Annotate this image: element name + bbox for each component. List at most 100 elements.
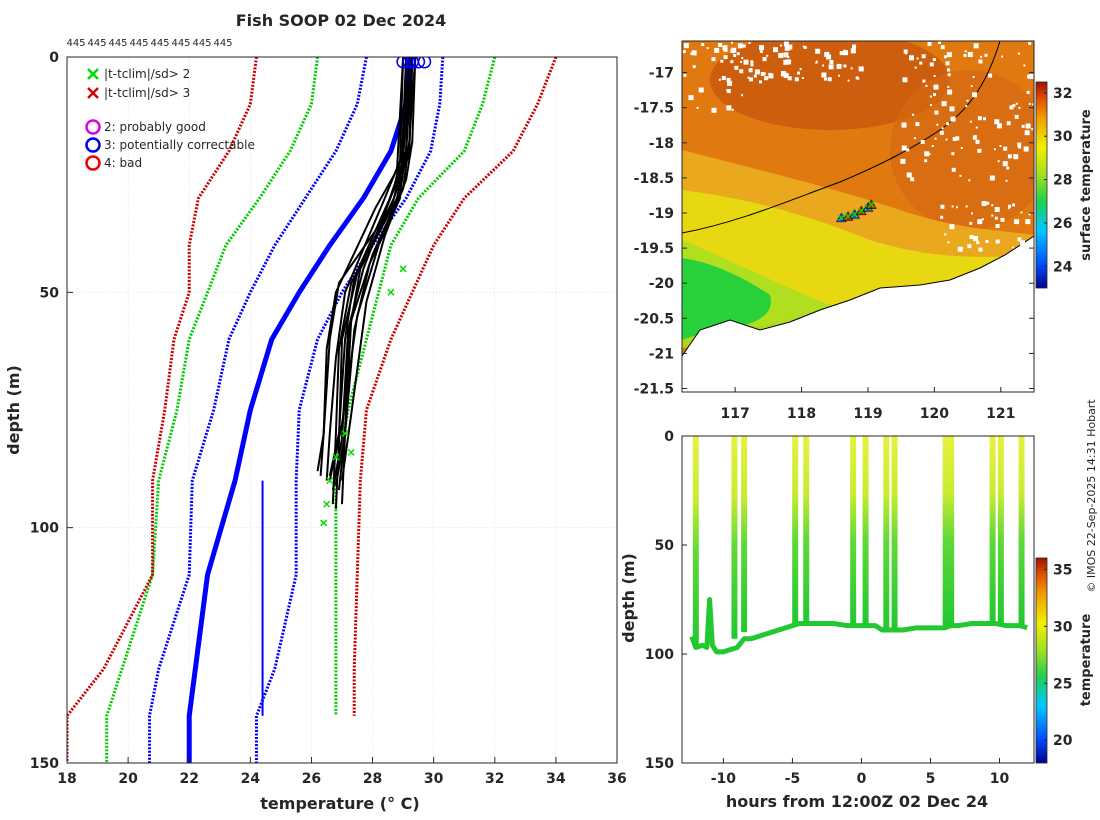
cloud-pixel [726, 105, 732, 111]
cloud-pixel [973, 43, 979, 49]
cloud-pixel [951, 152, 955, 156]
cloud-pixel [799, 68, 802, 71]
cloud-pixel [994, 119, 1000, 125]
cloud-pixel [786, 59, 792, 65]
cloud-pixel [955, 136, 960, 141]
cloud-pixel [1013, 154, 1019, 160]
x-tick-label: 30 [424, 771, 444, 787]
cast-column [883, 436, 890, 631]
temperature-colorbar-label: temperature [1079, 614, 1094, 707]
cloud-pixel [995, 239, 1000, 244]
cloud-pixel [915, 122, 920, 127]
cloud-pixel [945, 61, 950, 66]
cloud-pixel [829, 59, 834, 64]
cloud-pixel [739, 60, 742, 63]
cloud-pixel [972, 92, 978, 98]
profile-title: Fish SOOP 02 Dec 2024 [236, 11, 446, 30]
cloud-pixel [768, 73, 774, 79]
profile-plot-frame [66, 56, 618, 764]
cloud-pixel [971, 212, 974, 215]
coastline [682, 235, 1034, 357]
cloud-pixel [718, 42, 723, 47]
cloud-pixel [980, 55, 983, 58]
cloud-pixel [743, 59, 749, 65]
cast-column [692, 436, 699, 648]
cloud-pixel [688, 95, 694, 101]
map-y-tick-label: -20.5 [634, 311, 674, 327]
cloud-pixel [759, 50, 763, 54]
cloud-pixel [916, 57, 919, 60]
cloud-pixel [736, 52, 740, 56]
cloud-pixel [946, 52, 952, 58]
sst-colorbar-label: surface temperature [1079, 109, 1094, 261]
temperature-profiles [316, 57, 417, 509]
cloud-pixel [822, 64, 825, 67]
cloud-pixel [1012, 104, 1016, 108]
cloud-pixel [964, 50, 967, 53]
track-cross-marker [867, 201, 875, 209]
cloud-pixel [976, 241, 980, 245]
cloud-pixel [734, 65, 739, 70]
flag-cross-marker [347, 448, 355, 456]
cast-column [948, 436, 955, 626]
cloud-pixel [951, 205, 954, 208]
cloud-pixel [965, 205, 968, 208]
cloud-pixel [783, 41, 789, 47]
cloud-pixel [947, 73, 951, 77]
cloud-pixel [924, 151, 930, 157]
cloud-pixel [949, 224, 955, 230]
cloud-pixel [960, 146, 963, 149]
cloud-pixel [750, 63, 754, 67]
cloud-pixel [934, 137, 937, 140]
cloud-pixel [731, 47, 737, 53]
climatology-clim_plus3sd [352, 57, 558, 716]
cloud-pixel [977, 116, 982, 121]
cloud-pixel [983, 117, 987, 121]
cloud-pixel [945, 138, 948, 141]
cloud-pixel [939, 130, 944, 135]
x-tick-label: 26 [302, 771, 321, 787]
x-tick-label: 32 [485, 771, 504, 787]
cast-column [741, 436, 748, 633]
cloud-pixel [1011, 246, 1014, 249]
cloud-pixel [919, 61, 923, 65]
cloud-pixel [759, 80, 763, 84]
cloud-pixel [714, 47, 720, 53]
cloud-pixel [1001, 55, 1004, 58]
cloud-pixel [993, 148, 996, 151]
y-tick-label: 150 [30, 756, 59, 772]
cloud-pixel [1014, 219, 1020, 225]
cloud-pixel [823, 77, 827, 81]
cloud-pixel [711, 57, 716, 62]
cloud-pixel [994, 216, 998, 220]
cloud-pixel [1031, 128, 1034, 131]
legend-circle-symbol [85, 155, 101, 171]
cloud-pixel [850, 67, 853, 70]
cloud-pixel [826, 54, 832, 60]
cloud-pixel [914, 137, 917, 140]
cloud-pixel [972, 75, 975, 78]
top-count-label: 445 [66, 38, 85, 49]
top-count-label: 445 [129, 38, 148, 49]
cloud-pixel [1017, 142, 1022, 147]
sst-warm-core [710, 41, 950, 130]
temp-cb-tick-label: 30 [1053, 619, 1073, 635]
cloud-pixel [977, 219, 983, 225]
cloud-pixel [1028, 41, 1032, 45]
cloud-pixel [733, 53, 737, 57]
sst-cb-tick-label: 30 [1053, 129, 1073, 145]
cloud-pixel [984, 53, 988, 57]
cloud-pixel [847, 79, 850, 82]
cloud-pixel [706, 47, 709, 50]
x-tick-label: 36 [607, 771, 626, 787]
cloud-pixel [754, 69, 760, 75]
cloud-pixel [803, 45, 807, 49]
credit-text: © IMOS 22-Sep-2025 14:31 Hobart [1085, 399, 1098, 593]
sst-cb-tick-label: 32 [1053, 86, 1072, 102]
cloud-pixel [737, 43, 743, 49]
sst-cb-tick-label: 26 [1053, 216, 1072, 232]
cloud-pixel [933, 74, 936, 77]
depth-time-plot-area [682, 436, 1034, 763]
cloud-pixel [975, 126, 978, 129]
cloud-pixel [1023, 64, 1026, 67]
